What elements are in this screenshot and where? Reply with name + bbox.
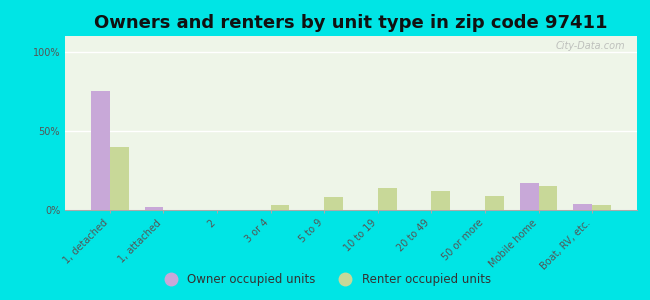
Bar <box>91 92 110 210</box>
Bar <box>485 196 504 210</box>
Bar <box>270 205 289 210</box>
Text: City-Data.com: City-Data.com <box>556 41 625 51</box>
Bar <box>110 147 129 210</box>
Bar <box>324 197 343 210</box>
Bar <box>432 191 450 210</box>
Title: Owners and renters by unit type in zip code 97411: Owners and renters by unit type in zip c… <box>94 14 608 32</box>
Legend: Owner occupied units, Renter occupied units: Owner occupied units, Renter occupied un… <box>154 269 496 291</box>
Bar <box>592 205 611 210</box>
Bar <box>520 183 539 210</box>
Bar <box>144 207 163 210</box>
Bar <box>378 188 396 210</box>
Bar <box>573 204 592 210</box>
Bar <box>539 186 558 210</box>
